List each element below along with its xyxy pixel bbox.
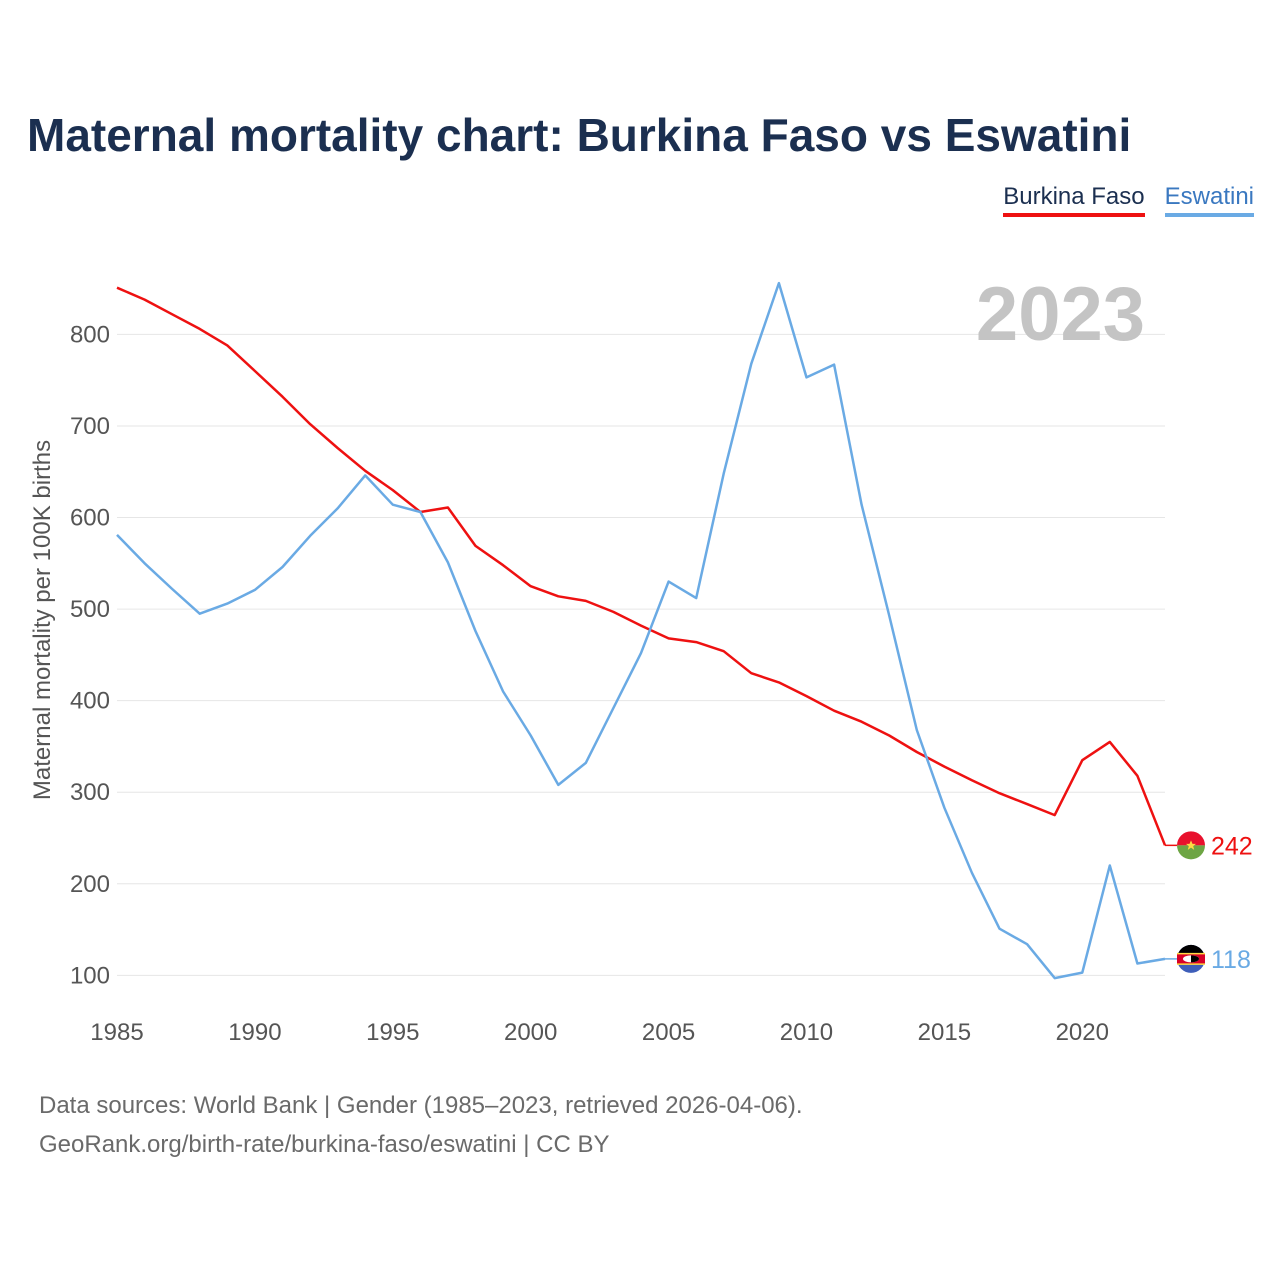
eswatini-flag-icon	[1177, 944, 1205, 973]
y-tick-label-500: 500	[70, 596, 110, 623]
series-end-markers: 242 118	[1165, 831, 1253, 974]
flag-bottom-band	[1177, 845, 1205, 860]
grid-lines	[117, 333, 1165, 976]
y-axis-title: Maternal mortality per 100K births	[29, 440, 56, 800]
y-tick-label-400: 400	[70, 688, 110, 715]
x-tick-label-2015: 2015	[918, 1019, 971, 1046]
y-tick-label-100: 100	[70, 962, 110, 989]
x-tick-label-2005: 2005	[642, 1019, 695, 1046]
current-year-label: 2023	[976, 272, 1145, 357]
flag-shield-dark	[1191, 955, 1199, 963]
y-tick-label-200: 200	[70, 871, 110, 898]
series-line-burkina-faso	[116, 286, 1167, 846]
page-title: Maternal mortality chart: Burkina Faso v…	[27, 109, 1132, 161]
x-tick-label-1995: 1995	[366, 1019, 419, 1046]
x-tick-label-2020: 2020	[1056, 1019, 1109, 1046]
series-lines	[116, 281, 1167, 980]
x-tick-label-1985: 1985	[90, 1019, 143, 1046]
flag-star	[1186, 840, 1196, 850]
y-tick-label-600: 600	[70, 505, 110, 532]
footer: Data sources: World Bank | Gender (1985–…	[39, 1086, 803, 1164]
x-tick-label-2010: 2010	[780, 1019, 833, 1046]
y-tick-label-300: 300	[70, 779, 110, 806]
end-value-eswatini: 118	[1211, 946, 1251, 974]
flag-top-band	[1177, 831, 1205, 846]
y-tick-label-700: 700	[70, 413, 110, 440]
data-source-note: Data sources: World Bank | Gender (1985–…	[39, 1092, 803, 1119]
y-tick-label-800: 800	[70, 321, 110, 348]
end-value-burkina-faso: 242	[1211, 832, 1253, 860]
x-tick-label-2000: 2000	[504, 1019, 557, 1046]
x-axis-ticks: 1985 1990 1995 2000 2005 2010 2015 2020	[90, 1019, 1109, 1046]
burkina-faso-flag-icon	[1177, 831, 1205, 860]
legend-burkina-faso[interactable]: Burkina Faso	[1003, 183, 1145, 217]
series-line-eswatini	[116, 281, 1166, 980]
legend: Burkina Faso Eswatini	[1003, 183, 1254, 217]
legend-eswatini[interactable]: Eswatini	[1164, 183, 1254, 217]
y-axis-ticks: 100 200 300 400 500 600 700 800	[70, 321, 110, 989]
source-link[interactable]: GeoRank.org/birth-rate/burkina-faso/eswa…	[39, 1131, 610, 1158]
x-tick-label-1990: 1990	[228, 1019, 281, 1046]
